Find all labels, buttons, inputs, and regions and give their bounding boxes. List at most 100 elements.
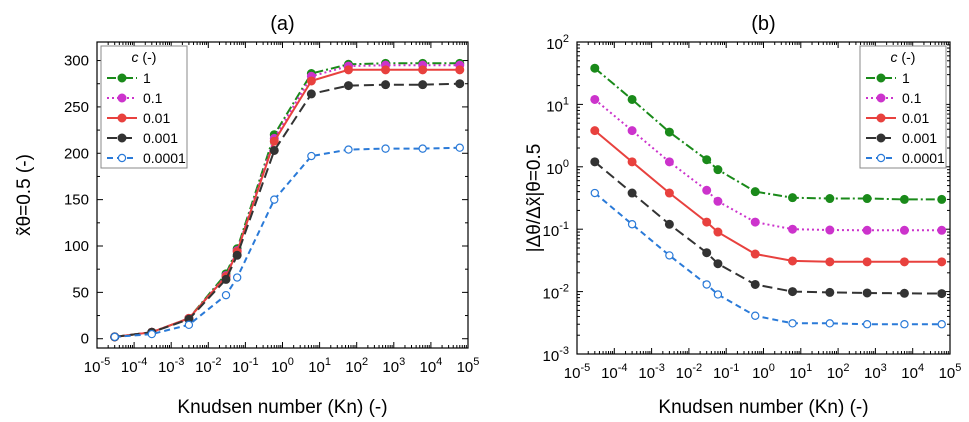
series-1 [590,63,947,204]
y-tick-label: 10-3 [543,345,569,365]
legend-swatch-marker [117,113,127,123]
data-point [825,319,835,328]
series-0_01 [590,126,947,267]
data-point [702,280,711,289]
data-point [269,136,279,146]
x-tick-label: 105 [457,356,480,376]
data-point [627,220,637,229]
x-tick-label: 104 [901,362,924,382]
y-tick-label: 300 [64,53,89,70]
data-point [590,63,600,73]
legend-label: 0.0001 [143,150,186,166]
data-point [702,185,712,195]
series-0_0001 [590,188,946,329]
data-point [788,224,798,234]
data-point [381,65,391,75]
data-point [147,329,157,339]
data-point [232,250,242,260]
data-point [750,249,760,259]
data-point [788,287,798,297]
x-tick-label: 100 [752,362,775,382]
data-point [418,65,428,75]
legend: c (-) 1 0.1 0.01 0.001 0.0001 [859,45,947,169]
y-tick-label: 100 [64,238,89,255]
data-point [343,81,353,91]
data-point [702,217,712,227]
legend-label: 0.001 [902,130,937,146]
data-point [418,144,427,153]
data-point [590,157,600,167]
data-point [590,94,600,104]
legend-item: 0.001 [866,130,937,146]
series-line [594,192,942,326]
x-tick-label: 100 [271,356,294,376]
data-point [899,257,909,267]
data-point [900,320,909,329]
panel-title: (a) [270,13,294,35]
data-point [713,290,723,299]
y-tick-label: 10-2 [543,283,569,303]
x-tick-label: 102 [827,362,850,382]
y-axis-ticks: 0 50 100 150 200 250 300 [64,53,468,348]
legend-box [859,45,947,169]
legend-swatch-marker [117,93,127,103]
legend-item: 0.1 [107,90,163,106]
data-point [627,157,637,167]
legend-label: 0.01 [143,110,170,126]
x-tick-label: 103 [864,362,887,382]
data-point [713,259,723,269]
legend-label: 1 [902,70,910,86]
legend-item: 0.1 [866,90,922,106]
data-point [343,65,353,75]
data-point [788,256,798,266]
legend-item: 0.01 [866,110,929,126]
legend-title: c (-) [891,49,916,65]
series-line [594,98,942,232]
data-point [455,65,465,75]
x-tick-label: 10-5 [564,362,590,382]
data-point [590,188,599,198]
x-axis-ticks: 10-5 10-4 10-3 10-2 10-1 100 101 102 103 104 105 [84,42,480,376]
legend-swatch-marker [876,113,886,123]
legend-title: c (-) [132,49,157,65]
legend-item: 0.0001 [866,150,945,166]
legend-box [100,45,188,169]
legend-item: 0.001 [107,130,178,146]
data-point [862,257,872,267]
x-tick-label: 104 [419,356,442,376]
data-point [627,188,637,198]
data-point [713,196,723,206]
data-point [270,195,279,204]
data-point [937,289,947,299]
x-tick-label: 103 [382,356,405,376]
data-point [713,227,723,237]
data-point [306,76,316,86]
legend-item: 1 [107,70,151,86]
data-point [825,287,835,297]
data-point [627,94,637,104]
data-point [937,320,946,329]
x-tick-label: 105 [939,362,962,382]
data-point [937,225,947,235]
x-tick-label: 101 [789,362,812,382]
chart-panel-b: (b)10-5 10-4 10-3 10-2 10-1 100 101 102 103 104 10… [524,13,961,418]
data-point [665,251,674,260]
data-point [221,290,231,300]
data-point [455,143,464,152]
data-point [418,80,428,90]
y-tick-label: 101 [546,95,569,115]
y-tick-label: 102 [546,33,569,53]
data-point [825,194,835,204]
data-point [184,320,194,330]
legend-label: 0.001 [143,130,178,146]
legend-label: 0.1 [902,90,922,106]
data-point [899,225,909,235]
series-0_1 [590,94,947,235]
x-tick-label: 10-5 [84,356,110,376]
data-point [702,248,712,258]
x-tick-label: 10-1 [713,362,739,382]
y-axis-ticks: 10-3 10-2 10-1 100 101 102 [543,33,950,365]
legend-swatch-marker [876,73,886,83]
data-point [664,219,674,229]
